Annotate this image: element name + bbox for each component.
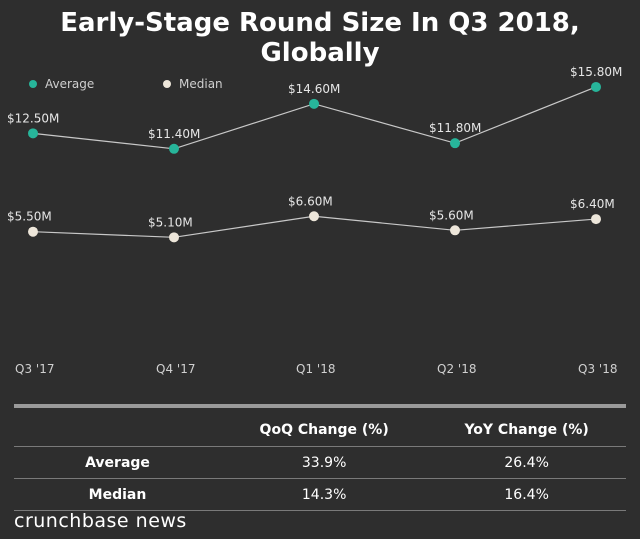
data-label-average: $11.40M — [148, 127, 200, 141]
series-line-average — [32, 86, 597, 150]
data-label-median: $5.10M — [148, 215, 193, 229]
data-point-average — [169, 143, 179, 154]
data-label-median: $6.40M — [570, 197, 615, 211]
data-point-median — [28, 226, 38, 237]
x-tick-label: Q3 '17 — [15, 362, 54, 376]
data-point-median — [169, 232, 179, 243]
line-chart: Average Median $12.50M $11.40M $14.60M $11.80… — [7, 65, 622, 376]
table-row: Average 33.9% 26.4% — [14, 446, 626, 479]
x-tick-label: Q2 '18 — [437, 362, 476, 376]
row-label-average: Average — [14, 446, 221, 479]
row-label-median: Median — [14, 478, 221, 511]
table-header-row: QoQ Change (%) YoY Change (%) — [14, 414, 626, 447]
legend-label-median: Median — [179, 77, 223, 91]
data-point-median — [450, 225, 460, 236]
change-table: QoQ Change (%) YoY Change (%) Average 33… — [14, 414, 626, 511]
table-header-blank — [14, 414, 221, 447]
chart-title: Early-Stage Round Size In Q3 2018, Globa… — [60, 8, 580, 68]
table-row: Median 14.3% 16.4% — [14, 478, 626, 511]
x-tick-label: Q3 '18 — [578, 362, 617, 376]
cell-average-qoq: 33.9% — [221, 446, 428, 479]
table-header-qoq: QoQ Change (%) — [221, 414, 428, 447]
table-header-yoy: YoY Change (%) — [427, 414, 626, 447]
legend-marker-median — [163, 80, 171, 88]
data-label-median: $5.60M — [429, 208, 474, 222]
table-top-rule — [14, 404, 626, 408]
data-label-average: $15.80M — [570, 65, 622, 79]
data-point-median — [309, 211, 319, 222]
legend-label-average: Average — [45, 77, 94, 91]
brand-logo-text: crunchbase news — [14, 510, 187, 532]
data-point-average — [450, 138, 460, 149]
data-point-median — [591, 214, 601, 225]
data-label-median: $6.60M — [288, 194, 333, 208]
data-label-average: $12.50M — [7, 111, 59, 125]
data-label-average: $14.60M — [288, 82, 340, 96]
x-tick-label: Q1 '18 — [296, 362, 335, 376]
data-point-average — [28, 128, 38, 139]
cell-median-yoy: 16.4% — [427, 478, 626, 511]
legend-marker-average — [29, 80, 37, 88]
cell-average-yoy: 26.4% — [427, 446, 626, 479]
data-label-median: $5.50M — [7, 210, 52, 224]
data-point-average — [591, 81, 601, 92]
cell-median-qoq: 14.3% — [221, 478, 428, 511]
x-tick-label: Q4 '17 — [156, 362, 195, 376]
data-point-average — [309, 98, 319, 109]
data-label-average: $11.80M — [429, 121, 481, 135]
